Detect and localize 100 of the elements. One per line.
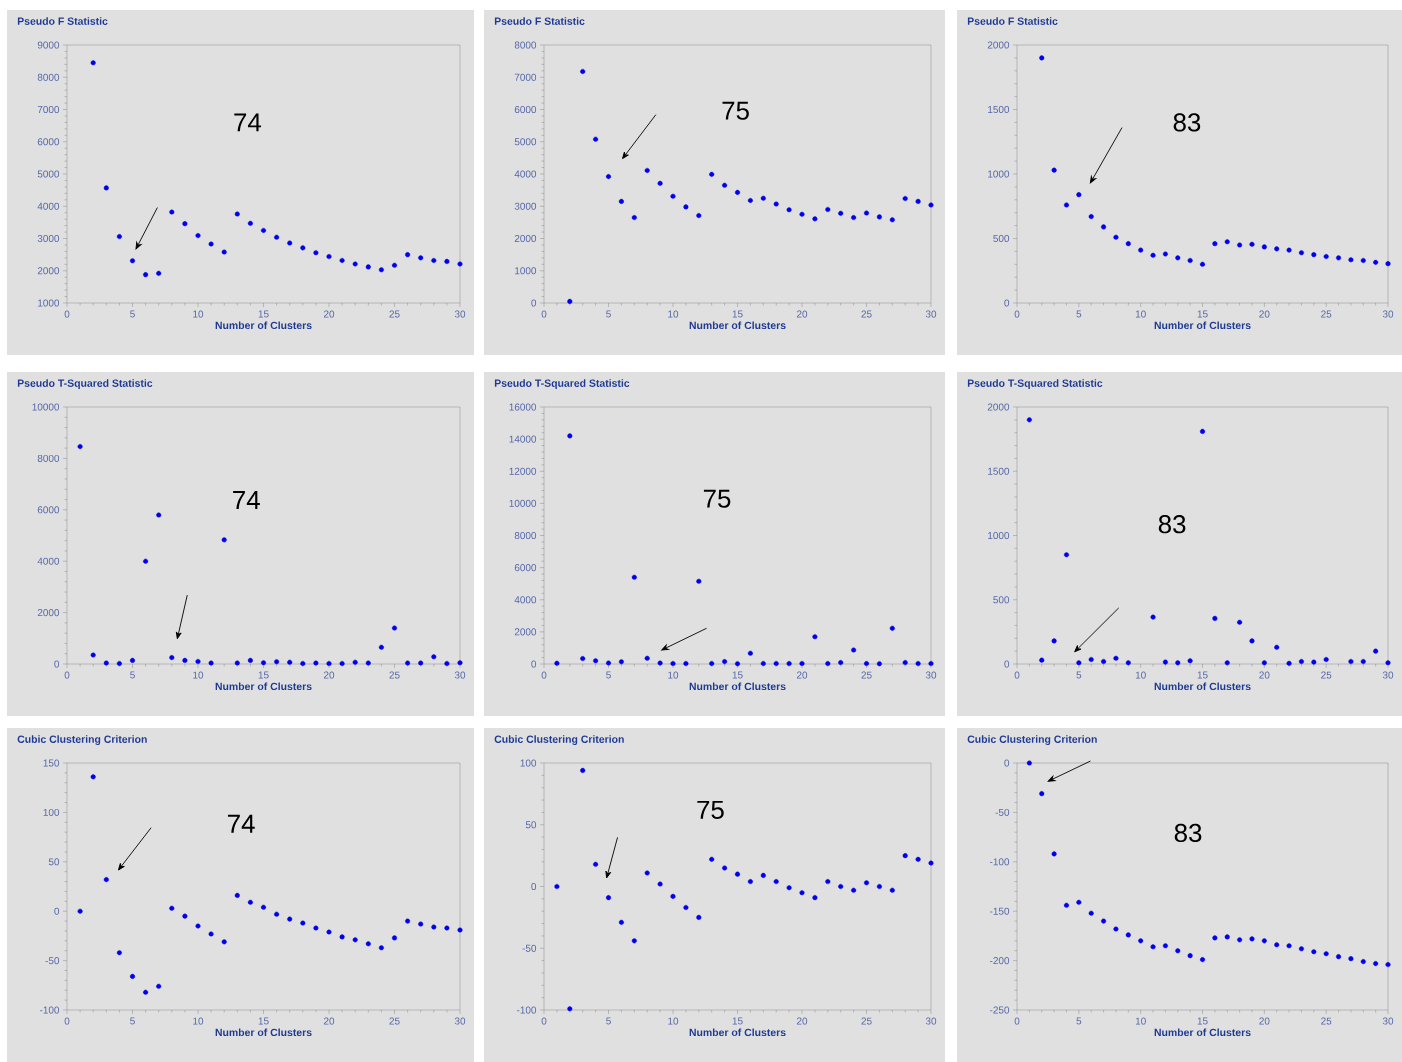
point [457,660,463,666]
y-tick-label: 2000 [514,234,537,243]
y-tick-label: 16000 [509,403,537,411]
point [457,927,463,933]
point [1138,247,1144,253]
point [1076,899,1082,905]
point [1311,252,1317,258]
point [1076,660,1082,666]
point [1113,655,1119,661]
point [722,865,728,871]
point [1360,959,1366,965]
x-tick-label: 5 [1076,671,1082,679]
y-tick-label: 3000 [514,202,537,210]
x-tick-label: 0 [1014,1017,1020,1025]
point [1261,938,1267,944]
point [444,258,450,264]
y-tick-label: 7000 [514,73,537,81]
point [709,661,715,667]
y-tick-label: -100 [989,858,1010,866]
point [103,660,109,666]
point [1175,660,1181,666]
x-tick-label: 20 [323,1017,335,1025]
x-tick-label: 25 [861,1017,872,1025]
x-tick-label: 20 [796,671,808,679]
y-tick-label: -100 [516,1006,537,1014]
point [902,853,908,859]
point [1175,948,1181,954]
x-tick-label: 25 [389,671,400,679]
x-tick-label: 20 [323,671,335,679]
x-tick-label: 30 [454,671,466,679]
y-tick-label: 2000 [987,41,1010,49]
x-axis-title: Number of Clusters [215,321,312,330]
point [208,241,214,247]
point [631,938,637,944]
annotation: 83 [1158,515,1186,534]
y-tick-label: 1500 [988,467,1010,475]
point [1274,644,1280,650]
point [143,272,149,278]
point [1051,638,1057,644]
point [1088,910,1094,916]
point [1113,926,1119,932]
y-tick-label: 50 [525,821,537,829]
point [116,950,122,956]
point [618,659,624,665]
point [838,660,844,666]
point [1261,244,1267,250]
point [90,60,96,66]
point [1274,942,1280,948]
point [1076,192,1082,198]
y-tick-label: -50 [995,808,1010,816]
point [670,661,676,667]
x-tick-label: 0 [1014,310,1020,318]
x-tick-label: 10 [668,1017,679,1025]
point [1237,242,1243,248]
point [760,872,766,878]
point [444,661,450,666]
y-tick-label: 1000 [988,170,1010,178]
point [1385,660,1391,666]
chart-title: Pseudo T-Squared Statistic [17,379,153,389]
point [1026,417,1032,423]
point [1101,224,1107,230]
x-tick-label: 30 [925,310,937,318]
x-tick-label: 25 [861,671,872,679]
point [352,659,358,665]
point [580,68,586,74]
y-tick-label: 4000 [37,202,60,210]
y-tick-label: 2000 [37,267,60,275]
point [747,879,753,885]
point [773,661,779,667]
y-tick-label: -250 [989,1006,1010,1014]
point [889,217,895,223]
point [593,658,599,664]
point [208,660,214,666]
point [683,661,689,667]
point [864,880,870,886]
x-axis-title: Number of Clusters [215,1028,312,1037]
point [208,931,214,937]
y-tick-label: 5000 [514,138,537,146]
point [1336,255,1342,261]
point [169,209,175,215]
point [418,255,424,261]
y-tick-label: 0 [531,882,537,891]
point [889,625,895,631]
y-tick-label: 1000 [515,267,537,275]
y-tick-label: 5000 [37,170,60,178]
x-tick-label: 15 [732,671,743,679]
point [928,661,934,667]
point [1348,658,1354,664]
point [313,660,319,666]
point [195,233,201,239]
y-tick-label: 1000 [988,531,1010,540]
point [1249,241,1255,247]
point [773,879,779,885]
x-tick-label: 5 [1076,310,1082,318]
x-tick-label: 25 [389,1017,400,1025]
x-tick-label: 25 [861,310,872,318]
point [812,216,818,222]
x-tick-label: 5 [130,671,135,679]
point [1286,247,1292,253]
point [1101,918,1107,924]
